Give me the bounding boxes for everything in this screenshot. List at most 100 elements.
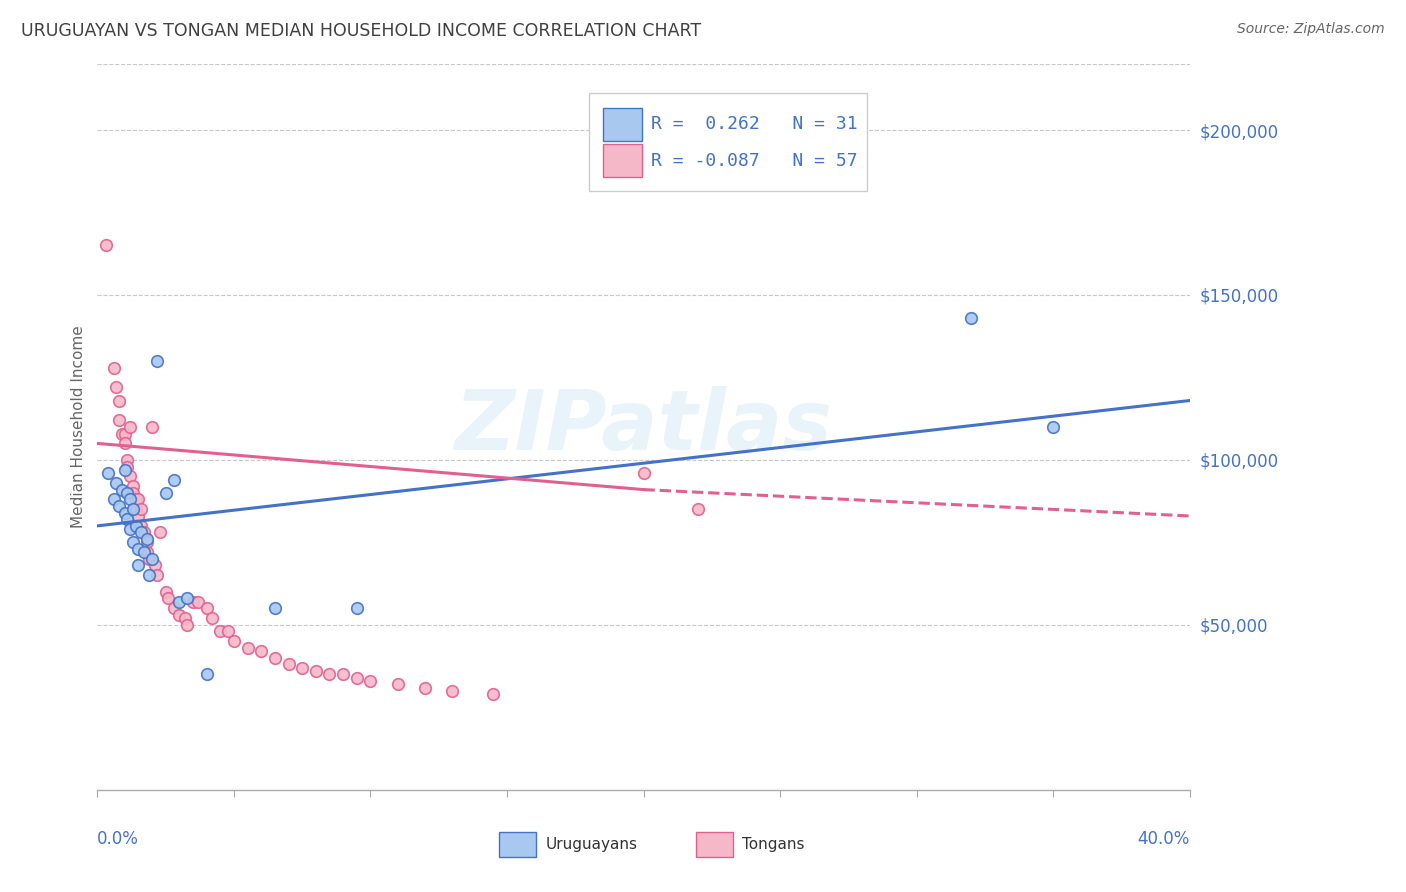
Point bbox=[143, 558, 166, 573]
Text: Source: ZipAtlas.com: Source: ZipAtlas.com bbox=[1237, 22, 1385, 37]
Point bbox=[201, 611, 224, 625]
Point bbox=[176, 591, 198, 606]
Point bbox=[111, 426, 134, 441]
Point bbox=[121, 479, 143, 493]
Point bbox=[114, 463, 136, 477]
Point bbox=[195, 667, 218, 681]
Point bbox=[135, 532, 157, 546]
Point bbox=[146, 568, 169, 582]
Point bbox=[176, 617, 198, 632]
Point bbox=[127, 558, 149, 573]
Point bbox=[129, 525, 152, 540]
Point bbox=[169, 607, 191, 622]
FancyBboxPatch shape bbox=[603, 144, 643, 178]
Point bbox=[97, 466, 120, 480]
Point bbox=[129, 519, 152, 533]
Text: R =  0.262   N = 31: R = 0.262 N = 31 bbox=[651, 115, 858, 133]
Point bbox=[135, 535, 157, 549]
Point bbox=[114, 426, 136, 441]
Point bbox=[114, 506, 136, 520]
Point bbox=[163, 473, 186, 487]
Point bbox=[236, 640, 259, 655]
Point bbox=[103, 492, 125, 507]
Point bbox=[138, 552, 160, 566]
FancyBboxPatch shape bbox=[603, 108, 643, 141]
Point bbox=[103, 360, 125, 375]
Point bbox=[688, 502, 710, 516]
Point bbox=[117, 459, 139, 474]
Point bbox=[149, 525, 172, 540]
Point bbox=[155, 486, 177, 500]
Point bbox=[155, 585, 177, 599]
Text: 40.0%: 40.0% bbox=[1137, 830, 1189, 847]
FancyBboxPatch shape bbox=[589, 93, 868, 191]
Point bbox=[138, 568, 160, 582]
Point bbox=[111, 483, 134, 497]
Point bbox=[120, 522, 142, 536]
Point bbox=[117, 453, 139, 467]
Point bbox=[146, 354, 169, 368]
Point bbox=[108, 499, 131, 513]
Point bbox=[633, 466, 655, 480]
Point bbox=[132, 525, 155, 540]
Point bbox=[127, 492, 149, 507]
Point bbox=[195, 601, 218, 615]
Point bbox=[1042, 420, 1064, 434]
Point bbox=[121, 502, 143, 516]
Point bbox=[120, 420, 142, 434]
Point bbox=[291, 661, 314, 675]
Point bbox=[117, 512, 139, 526]
Text: Uruguayans: Uruguayans bbox=[546, 837, 637, 852]
Point bbox=[157, 591, 180, 606]
Point bbox=[129, 502, 152, 516]
Point bbox=[124, 492, 146, 507]
Point bbox=[277, 657, 299, 672]
Point bbox=[387, 677, 409, 691]
Point bbox=[263, 601, 285, 615]
Point bbox=[441, 683, 464, 698]
Point bbox=[114, 436, 136, 450]
Point bbox=[120, 492, 142, 507]
Point bbox=[217, 624, 239, 639]
Point bbox=[135, 545, 157, 559]
Point bbox=[105, 380, 128, 394]
Point bbox=[222, 634, 245, 648]
Point bbox=[120, 469, 142, 483]
FancyBboxPatch shape bbox=[696, 832, 733, 856]
Point bbox=[318, 667, 340, 681]
Point bbox=[346, 601, 368, 615]
Point bbox=[263, 650, 285, 665]
Point bbox=[141, 552, 163, 566]
Point bbox=[209, 624, 232, 639]
Text: 0.0%: 0.0% bbox=[97, 830, 139, 847]
Text: URUGUAYAN VS TONGAN MEDIAN HOUSEHOLD INCOME CORRELATION CHART: URUGUAYAN VS TONGAN MEDIAN HOUSEHOLD INC… bbox=[21, 22, 702, 40]
Point bbox=[163, 601, 186, 615]
Point bbox=[124, 502, 146, 516]
Point bbox=[108, 413, 131, 427]
Text: ZIPatlas: ZIPatlas bbox=[454, 386, 832, 467]
Point bbox=[108, 393, 131, 408]
Point bbox=[117, 486, 139, 500]
Point bbox=[105, 475, 128, 490]
Point bbox=[187, 595, 209, 609]
Point bbox=[127, 508, 149, 523]
Point bbox=[359, 673, 381, 688]
Point bbox=[960, 311, 983, 326]
FancyBboxPatch shape bbox=[499, 832, 537, 856]
Point bbox=[132, 545, 155, 559]
Point bbox=[413, 681, 436, 695]
Point bbox=[482, 687, 505, 701]
Point bbox=[346, 671, 368, 685]
Text: R = -0.087   N = 57: R = -0.087 N = 57 bbox=[651, 152, 858, 169]
Point bbox=[250, 644, 273, 658]
Point bbox=[181, 595, 204, 609]
Point bbox=[173, 611, 195, 625]
Text: Tongans: Tongans bbox=[742, 837, 804, 852]
Point bbox=[124, 519, 146, 533]
Point bbox=[121, 486, 143, 500]
Y-axis label: Median Household Income: Median Household Income bbox=[72, 326, 86, 528]
Point bbox=[169, 595, 191, 609]
Point bbox=[141, 420, 163, 434]
Point bbox=[332, 667, 354, 681]
Point bbox=[94, 238, 117, 252]
